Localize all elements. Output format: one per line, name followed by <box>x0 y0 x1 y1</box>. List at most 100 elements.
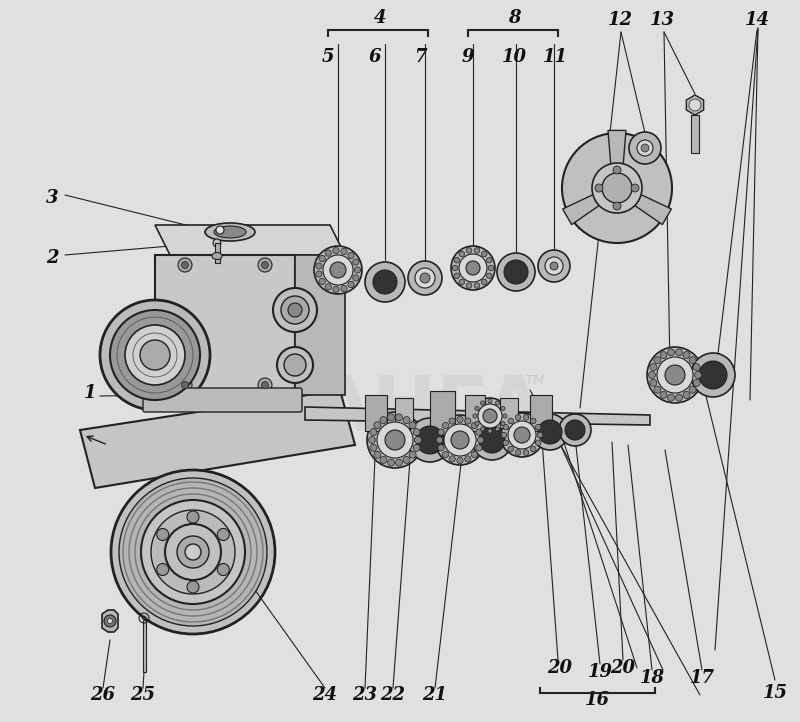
Circle shape <box>503 414 507 418</box>
Circle shape <box>442 451 449 458</box>
Circle shape <box>480 401 485 405</box>
Polygon shape <box>686 95 704 115</box>
Circle shape <box>218 529 230 541</box>
Text: 1: 1 <box>84 384 96 402</box>
Circle shape <box>503 425 509 430</box>
Bar <box>365 395 387 431</box>
Circle shape <box>125 325 185 385</box>
Polygon shape <box>102 610 118 632</box>
Circle shape <box>637 140 653 156</box>
Circle shape <box>465 456 471 462</box>
Circle shape <box>545 257 563 275</box>
Circle shape <box>683 352 690 359</box>
Circle shape <box>641 144 649 152</box>
Circle shape <box>660 352 667 359</box>
Polygon shape <box>305 407 650 425</box>
Text: 11: 11 <box>542 48 567 66</box>
Circle shape <box>497 253 535 291</box>
Circle shape <box>370 429 377 435</box>
Text: 15: 15 <box>762 684 787 702</box>
Circle shape <box>341 285 347 292</box>
Text: 26: 26 <box>90 686 115 704</box>
Circle shape <box>592 163 642 213</box>
Text: 12: 12 <box>607 11 633 29</box>
Circle shape <box>403 417 410 424</box>
Circle shape <box>454 273 459 279</box>
Circle shape <box>408 418 452 462</box>
Circle shape <box>613 166 621 174</box>
Circle shape <box>538 432 542 438</box>
Circle shape <box>316 263 322 269</box>
Circle shape <box>365 262 405 302</box>
Bar <box>430 391 455 435</box>
Circle shape <box>353 275 359 281</box>
Text: 3: 3 <box>46 189 58 207</box>
Circle shape <box>262 381 269 388</box>
Text: 10: 10 <box>502 48 526 66</box>
Circle shape <box>523 450 529 456</box>
Circle shape <box>667 349 674 356</box>
Polygon shape <box>295 255 345 395</box>
Bar <box>691 115 699 153</box>
Circle shape <box>500 413 544 457</box>
Circle shape <box>538 420 562 444</box>
Circle shape <box>562 133 672 243</box>
Bar <box>530 395 552 431</box>
Text: 7: 7 <box>414 48 426 66</box>
Circle shape <box>532 414 568 450</box>
Circle shape <box>501 432 507 438</box>
Circle shape <box>454 257 459 263</box>
Circle shape <box>216 226 224 234</box>
Circle shape <box>178 258 192 272</box>
Circle shape <box>660 391 667 399</box>
Text: 16: 16 <box>585 691 610 709</box>
Circle shape <box>479 427 505 453</box>
Circle shape <box>459 251 465 257</box>
Circle shape <box>451 246 495 290</box>
Circle shape <box>459 254 487 282</box>
Circle shape <box>459 279 465 285</box>
Circle shape <box>107 619 113 624</box>
Circle shape <box>119 478 267 626</box>
Circle shape <box>416 426 444 454</box>
Text: 13: 13 <box>650 11 674 29</box>
Circle shape <box>185 544 201 560</box>
Circle shape <box>530 446 536 452</box>
Circle shape <box>478 404 502 428</box>
Text: БАНГA: БАНГA <box>255 373 545 447</box>
Circle shape <box>151 510 235 594</box>
Circle shape <box>482 251 487 257</box>
Text: 25: 25 <box>130 686 155 704</box>
Circle shape <box>140 340 170 370</box>
Circle shape <box>420 273 430 283</box>
Circle shape <box>559 414 591 446</box>
Circle shape <box>514 427 530 443</box>
Circle shape <box>631 184 639 192</box>
Circle shape <box>111 470 275 634</box>
Circle shape <box>373 270 397 294</box>
Polygon shape <box>80 390 355 488</box>
Polygon shape <box>562 188 612 225</box>
Circle shape <box>110 310 200 400</box>
Circle shape <box>104 615 116 627</box>
Circle shape <box>187 581 199 593</box>
Text: 20: 20 <box>610 659 635 677</box>
Circle shape <box>157 529 169 541</box>
Text: 20: 20 <box>547 659 573 677</box>
Circle shape <box>281 296 309 324</box>
Circle shape <box>465 418 471 425</box>
Circle shape <box>488 429 492 433</box>
Circle shape <box>367 412 423 468</box>
Text: 22: 22 <box>381 686 406 704</box>
Circle shape <box>693 379 700 386</box>
Bar <box>465 395 485 431</box>
Circle shape <box>415 268 435 288</box>
Circle shape <box>471 451 478 458</box>
Circle shape <box>177 536 209 568</box>
Text: 21: 21 <box>422 686 447 704</box>
Text: 2: 2 <box>46 249 58 267</box>
Circle shape <box>476 429 482 435</box>
Circle shape <box>385 430 405 450</box>
Circle shape <box>438 445 444 451</box>
Circle shape <box>354 267 361 273</box>
